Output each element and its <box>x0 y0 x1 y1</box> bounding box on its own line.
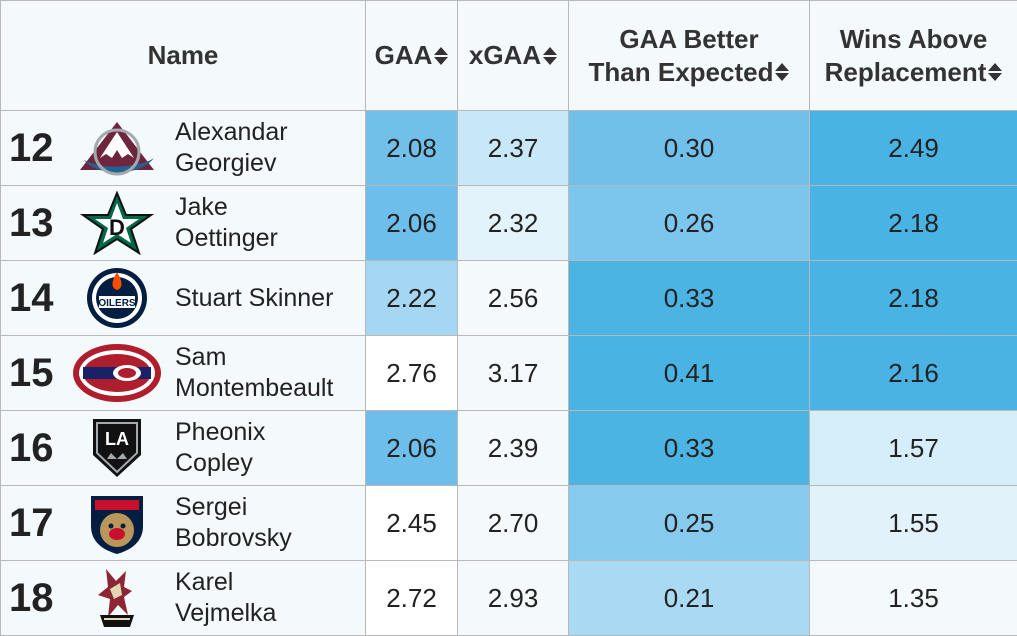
sort-icon[interactable] <box>775 63 789 81</box>
rank: 12 <box>1 126 65 171</box>
sort-icon[interactable] <box>434 47 448 65</box>
sort-icon[interactable] <box>543 47 557 65</box>
war-cell: 2.49 <box>810 111 1017 186</box>
war-cell: 1.57 <box>810 411 1017 486</box>
rank: 16 <box>1 426 65 471</box>
gaa-header[interactable]: GAA <box>366 1 458 111</box>
gbte-cell: 0.33 <box>569 261 810 336</box>
xgaa-cell: 2.39 <box>458 411 569 486</box>
rank: 17 <box>1 501 65 546</box>
oilers-logo-icon: OILERS <box>65 262 169 335</box>
war-cell: 2.16 <box>810 336 1017 411</box>
xgaa-cell: 3.17 <box>458 336 569 411</box>
gbte-cell: 0.33 <box>569 411 810 486</box>
war-cell: 1.55 <box>810 486 1017 561</box>
gbte-cell: 0.25 <box>569 486 810 561</box>
rank: 14 <box>1 276 65 321</box>
gaa-cell: 2.22 <box>366 261 458 336</box>
svg-text:OILERS: OILERS <box>98 298 136 309</box>
svg-text:D: D <box>109 215 125 240</box>
gaa-better-than-expected-header[interactable]: GAA Better Than Expected <box>569 1 810 111</box>
xgaa-cell: 2.37 <box>458 111 569 186</box>
gaa-cell: 2.08 <box>366 111 458 186</box>
canadiens-logo-icon <box>65 337 169 410</box>
wins-above-replacement-header[interactable]: Wins Above Replacement <box>810 1 1017 111</box>
gaa-cell: 2.72 <box>366 561 458 636</box>
gaa-cell: 2.06 <box>366 411 458 486</box>
player-cell: 14 OILERS Stuart Skinner <box>1 261 366 336</box>
rank: 15 <box>1 351 65 396</box>
name-header: Name <box>1 1 366 111</box>
war-cell: 2.18 <box>810 261 1017 336</box>
xgaa-header[interactable]: xGAA <box>458 1 569 111</box>
kings-logo-icon: LA <box>65 412 169 485</box>
gbte-cell: 0.21 <box>569 561 810 636</box>
xgaa-cell: 2.70 <box>458 486 569 561</box>
rank: 13 <box>1 201 65 246</box>
rank: 18 <box>1 576 65 621</box>
xgaa-cell: 2.32 <box>458 186 569 261</box>
stars-logo-icon: D <box>65 187 169 260</box>
gaa-cell: 2.45 <box>366 486 458 561</box>
war-cell: 2.18 <box>810 186 1017 261</box>
war-cell: 1.35 <box>810 561 1017 636</box>
sort-icon[interactable] <box>988 63 1002 81</box>
header-row: Name GAA xGAA GAA Better Than Expected W… <box>1 1 1017 111</box>
gbte-cell: 0.30 <box>569 111 810 186</box>
svg-text:LA: LA <box>105 429 129 449</box>
panthers-logo-icon <box>65 487 169 560</box>
player-name: Stuart Skinner <box>169 283 333 314</box>
gaa-cell: 2.76 <box>366 336 458 411</box>
gbte-cell: 0.41 <box>569 336 810 411</box>
gaa-cell: 2.06 <box>366 186 458 261</box>
xgaa-cell: 2.56 <box>458 261 569 336</box>
avalanche-logo-icon <box>65 112 169 185</box>
gbte-cell: 0.26 <box>569 186 810 261</box>
table-row: 14 OILERS Stuart Skinner 2.22 2.56 0.33 … <box>1 261 1017 336</box>
coyotes-logo-icon <box>65 562 169 635</box>
xgaa-cell: 2.93 <box>458 561 569 636</box>
